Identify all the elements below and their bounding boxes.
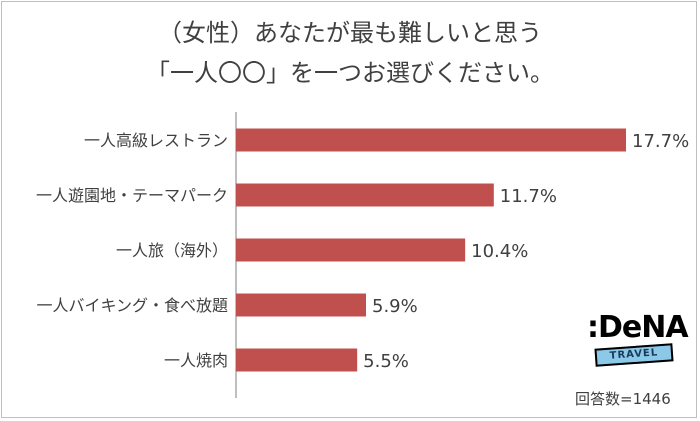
category-label: 一人焼肉	[164, 351, 228, 370]
dena-travel-logo: :DeNA TRAVEL	[587, 310, 689, 372]
data-label: 11.7%	[500, 186, 557, 207]
bar	[236, 293, 366, 317]
logo-travel-tag: TRAVEL	[594, 343, 674, 367]
response-count: 回答数=1446	[575, 390, 671, 408]
bar	[236, 183, 494, 207]
category-label: 一人遊園地・テーマパーク	[36, 186, 228, 205]
data-label: 10.4%	[471, 241, 528, 262]
logo-brand-text: :DeNA	[587, 310, 689, 345]
chart-title-line2: 「一人〇〇」を一つお選びください。	[146, 59, 554, 87]
category-label: 一人バイキング・食べ放題	[36, 296, 228, 315]
bar	[236, 238, 466, 262]
chart-title-line1: （女性）あなたが最も難しいと思う	[158, 19, 542, 47]
data-label: 5.5%	[363, 351, 409, 372]
bar	[236, 348, 358, 372]
category-label: 一人高級レストラン	[84, 131, 228, 150]
bar	[236, 128, 626, 152]
data-label: 5.9%	[372, 296, 418, 317]
data-label: 17.7%	[632, 131, 689, 152]
category-label: 一人旅（海外）	[116, 241, 228, 260]
